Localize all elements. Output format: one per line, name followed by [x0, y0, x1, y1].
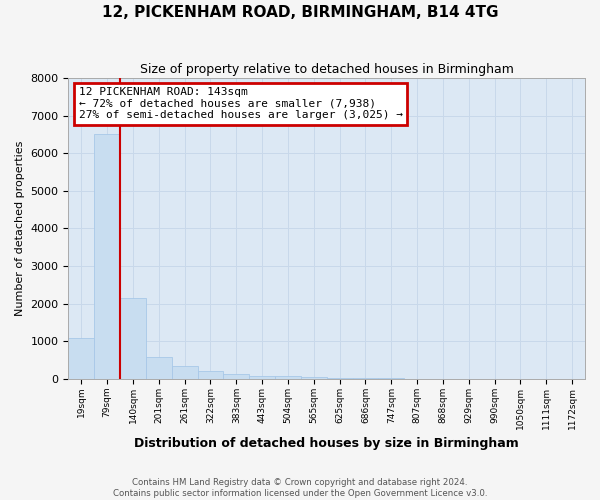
Title: Size of property relative to detached houses in Birmingham: Size of property relative to detached ho… [140, 62, 514, 76]
Text: Contains HM Land Registry data © Crown copyright and database right 2024.
Contai: Contains HM Land Registry data © Crown c… [113, 478, 487, 498]
Text: 12 PICKENHAM ROAD: 143sqm
← 72% of detached houses are smaller (7,938)
27% of se: 12 PICKENHAM ROAD: 143sqm ← 72% of detac… [79, 87, 403, 120]
Bar [249, 376, 275, 379]
Bar [197, 372, 223, 379]
Bar [94, 134, 120, 379]
Bar [223, 374, 249, 379]
Bar [327, 378, 353, 379]
Text: 12, PICKENHAM ROAD, BIRMINGHAM, B14 4TG: 12, PICKENHAM ROAD, BIRMINGHAM, B14 4TG [102, 5, 498, 20]
Bar [353, 378, 379, 379]
Bar [301, 378, 327, 379]
X-axis label: Distribution of detached houses by size in Birmingham: Distribution of detached houses by size … [134, 437, 519, 450]
Bar [146, 356, 172, 379]
Bar [172, 366, 197, 379]
Y-axis label: Number of detached properties: Number of detached properties [15, 141, 25, 316]
Bar [120, 298, 146, 379]
Bar [68, 338, 94, 379]
Bar [275, 376, 301, 379]
